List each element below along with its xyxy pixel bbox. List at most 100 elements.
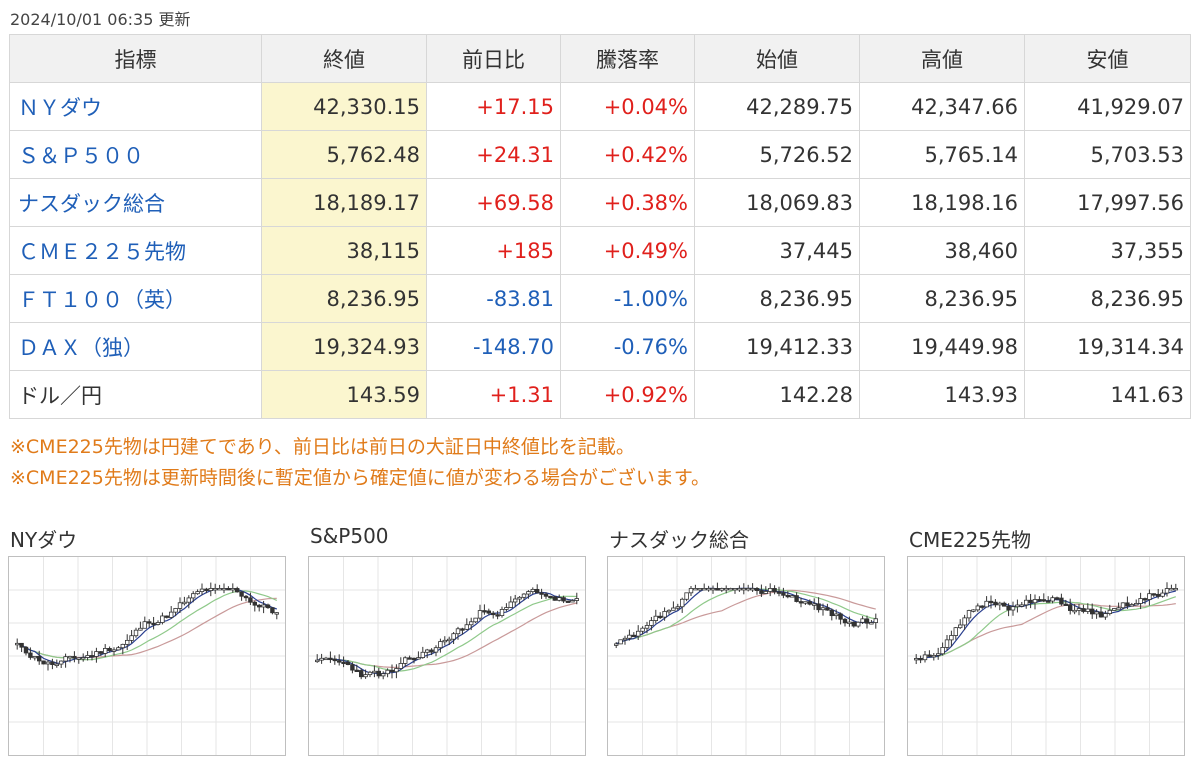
- candle-body: [539, 592, 544, 595]
- candle-body: [323, 657, 329, 661]
- candle-body: [243, 595, 249, 599]
- open-value: 142.28: [694, 370, 860, 419]
- candle-body: [204, 588, 209, 591]
- candle-body: [975, 605, 980, 611]
- candle-body: [966, 610, 972, 619]
- candle-body: [940, 647, 945, 655]
- candle-body: [350, 664, 355, 671]
- candle-body: [107, 648, 112, 652]
- rate-value: +0.49%: [560, 226, 695, 275]
- rate-value: +0.42%: [560, 130, 695, 179]
- candle-body: [359, 670, 364, 678]
- low-value: 5,703.53: [1024, 130, 1191, 179]
- low-value: 8,236.95: [1024, 274, 1191, 323]
- candle-body: [737, 588, 742, 591]
- candle-body: [367, 671, 373, 676]
- indicator-name[interactable]: ＦＴ１００（英）: [9, 274, 262, 323]
- chart-nasdaq[interactable]: [607, 556, 885, 756]
- header-open: 始値: [694, 34, 860, 83]
- chart-sp500[interactable]: [308, 556, 586, 756]
- candle-body: [138, 627, 143, 631]
- candle-body: [265, 604, 271, 609]
- candle-body: [988, 600, 994, 604]
- candle-body: [89, 655, 95, 658]
- header-change: 前日比: [426, 34, 561, 83]
- table-row: ＦＴ１００（英） 8,236.95 -83.81 -1.00% 8,236.95 8,23…: [9, 274, 1191, 323]
- candle-body: [715, 588, 720, 591]
- candle-body: [1054, 597, 1060, 600]
- candle-body: [433, 647, 439, 653]
- candle-body: [1015, 604, 1020, 608]
- indicator-name[interactable]: ＣＭＥ２２５先物: [9, 226, 262, 275]
- high-value: 19,449.98: [859, 322, 1025, 371]
- candle-body: [81, 657, 86, 660]
- candle-body: [94, 651, 99, 657]
- candle-body: [190, 593, 196, 599]
- high-value: 5,765.14: [859, 130, 1025, 179]
- candle-body: [234, 588, 240, 593]
- candle-body: [1094, 611, 1099, 615]
- candle-body: [372, 670, 377, 674]
- candle-body: [781, 592, 786, 596]
- low-value: 17,997.56: [1024, 178, 1191, 227]
- close-value: 18,189.17: [261, 178, 427, 227]
- candle-body: [1002, 602, 1007, 607]
- candle-body: [398, 663, 403, 669]
- candle-body: [1072, 609, 1077, 613]
- candle-body: [486, 610, 491, 614]
- header-rate: 騰落率: [560, 34, 695, 83]
- candle-body: [76, 657, 81, 660]
- low-value: 19,314.34: [1024, 322, 1191, 371]
- close-value: 19,324.93: [261, 322, 427, 371]
- candle-body: [574, 598, 579, 601]
- chart-title-nydow: NYダウ: [10, 528, 78, 552]
- candle-body: [675, 606, 680, 609]
- candle-body: [552, 596, 557, 601]
- header-indicator: 指標: [9, 34, 262, 83]
- header-close: 終値: [261, 34, 427, 83]
- high-value: 18,198.16: [859, 178, 1025, 227]
- candle-body: [499, 608, 505, 617]
- chart-cme225[interactable]: [907, 556, 1185, 756]
- indicator-name[interactable]: ＮＹダウ: [9, 82, 262, 131]
- candle-body: [565, 600, 571, 603]
- candle-body: [186, 597, 191, 603]
- candle-body: [864, 618, 870, 624]
- candle-body: [710, 588, 716, 591]
- indicator-name[interactable]: Ｓ＆Ｐ５００: [9, 130, 262, 179]
- chart-nydow[interactable]: [8, 556, 286, 756]
- candle-body: [1098, 611, 1104, 618]
- candle-body: [833, 613, 839, 617]
- candle-body: [728, 588, 733, 591]
- candle-body: [635, 630, 641, 637]
- candle-body: [490, 612, 496, 616]
- low-value: 37,355: [1024, 226, 1191, 275]
- candle-body: [354, 669, 359, 673]
- candle-body: [221, 588, 227, 591]
- candle-body: [953, 627, 958, 636]
- candle-body: [50, 661, 55, 665]
- table-row: ＤＡＸ（独） 19,324.93 -148.70 -0.76% 19,412.33 19,…: [9, 322, 1191, 371]
- candle-body: [341, 661, 346, 665]
- candle-body: [477, 610, 483, 619]
- chart-title-cme225: CME225先物: [909, 528, 1032, 552]
- candle-body: [944, 639, 950, 648]
- candle-body: [842, 618, 848, 624]
- indicator-name[interactable]: ＤＡＸ（独）: [9, 322, 262, 371]
- candle-body: [1107, 609, 1112, 614]
- candle-body: [517, 596, 522, 600]
- indicator-name[interactable]: ナスダック総合: [9, 178, 262, 227]
- candle-body: [173, 608, 178, 613]
- table-row: ナスダック総合 18,189.17 +69.58 +0.38% 18,069.83 18,…: [9, 178, 1191, 227]
- candle-body: [36, 656, 42, 662]
- candle-body: [212, 588, 218, 591]
- candle-body: [1006, 605, 1011, 611]
- candle-body: [1063, 603, 1068, 606]
- candle-body: [41, 660, 46, 665]
- candle-body: [1155, 593, 1161, 597]
- candle-body: [504, 607, 509, 610]
- candle-body: [328, 657, 333, 661]
- candle-body: [45, 661, 51, 665]
- candle-body: [363, 674, 368, 678]
- candle-body: [1059, 597, 1064, 605]
